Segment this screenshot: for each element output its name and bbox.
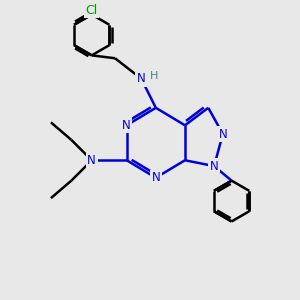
Text: N: N <box>210 160 218 172</box>
Text: H: H <box>150 71 159 81</box>
Text: N: N <box>122 119 131 132</box>
Text: N: N <box>87 154 96 167</box>
Text: N: N <box>152 171 160 184</box>
Text: N: N <box>218 128 227 140</box>
Text: Cl: Cl <box>85 4 98 17</box>
Text: N: N <box>137 72 146 85</box>
